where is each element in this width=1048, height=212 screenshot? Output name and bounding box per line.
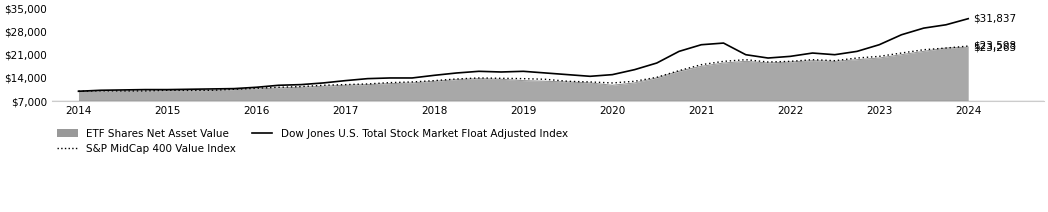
Text: $23,263: $23,263 [973, 43, 1016, 53]
Text: $23,598: $23,598 [973, 40, 1016, 50]
Legend: ETF Shares Net Asset Value, S&P MidCap 400 Value Index, Dow Jones U.S. Total Sto: ETF Shares Net Asset Value, S&P MidCap 4… [57, 128, 568, 154]
Text: $31,837: $31,837 [973, 14, 1016, 24]
